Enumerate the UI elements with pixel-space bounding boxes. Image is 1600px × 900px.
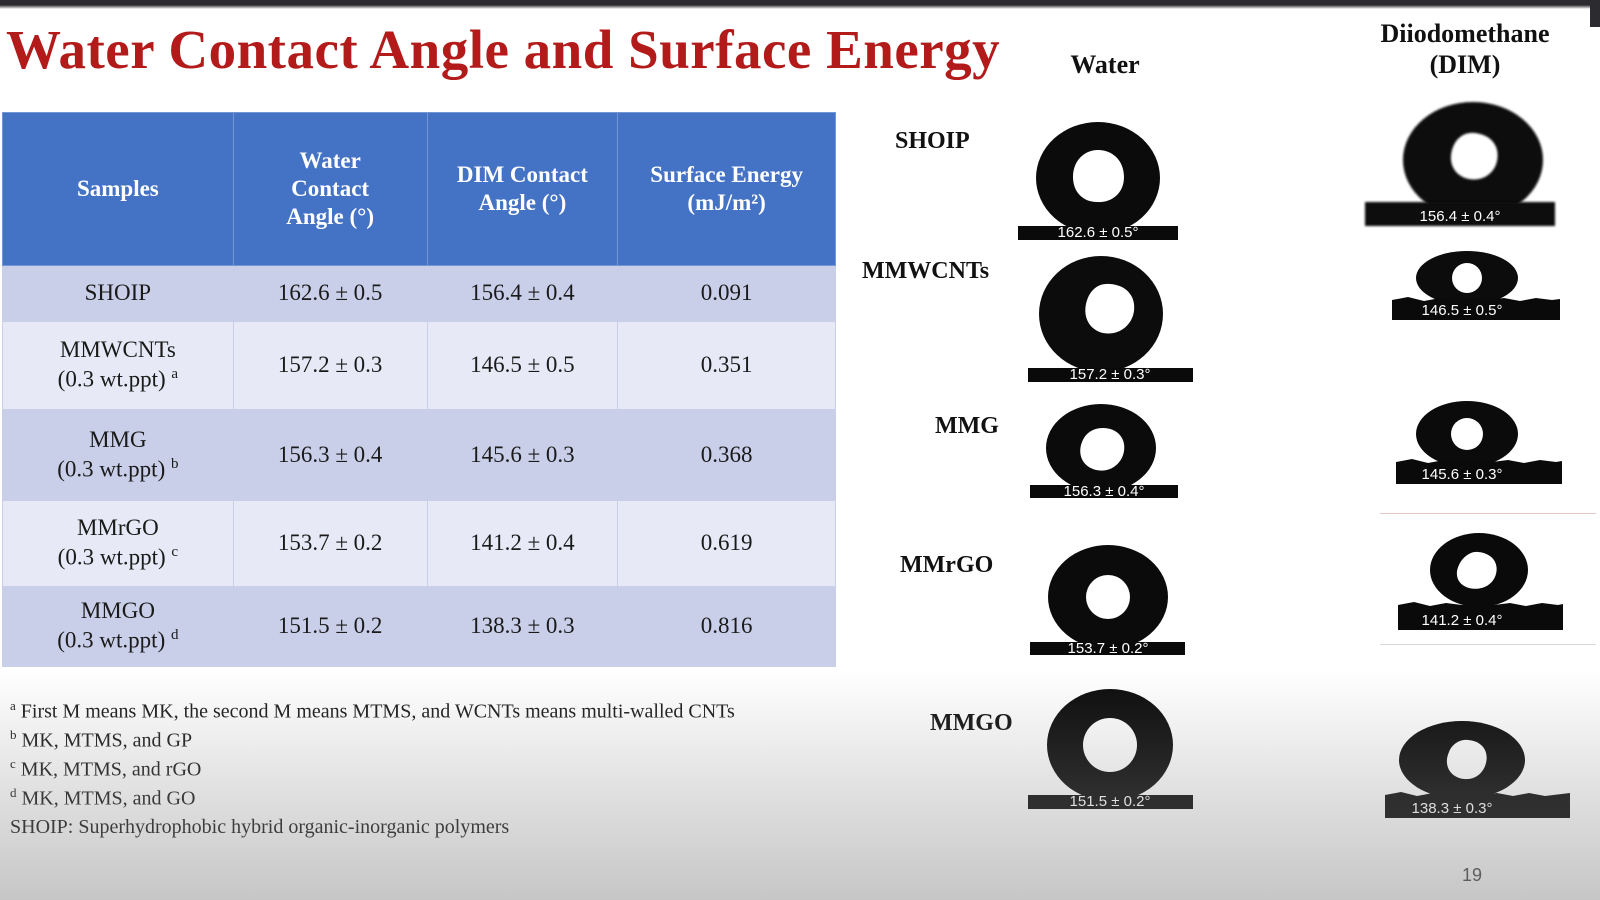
- svg-text:156.4 ± 0.4°: 156.4 ± 0.4°: [1420, 208, 1501, 225]
- svg-text:138.3 ± 0.3°: 138.3 ± 0.3°: [1412, 800, 1493, 817]
- svg-text:151.5 ± 0.2°: 151.5 ± 0.2°: [1070, 793, 1151, 810]
- svg-text:162.6 ± 0.5°: 162.6 ± 0.5°: [1058, 224, 1139, 241]
- svg-text:156.3 ± 0.4°: 156.3 ± 0.4°: [1064, 483, 1145, 500]
- svg-text:153.7 ± 0.2°: 153.7 ± 0.2°: [1068, 640, 1149, 657]
- svg-text:146.5 ± 0.5°: 146.5 ± 0.5°: [1422, 302, 1503, 319]
- svg-text:157.2 ± 0.3°: 157.2 ± 0.3°: [1070, 366, 1151, 383]
- svg-text:145.6 ± 0.3°: 145.6 ± 0.3°: [1422, 466, 1503, 483]
